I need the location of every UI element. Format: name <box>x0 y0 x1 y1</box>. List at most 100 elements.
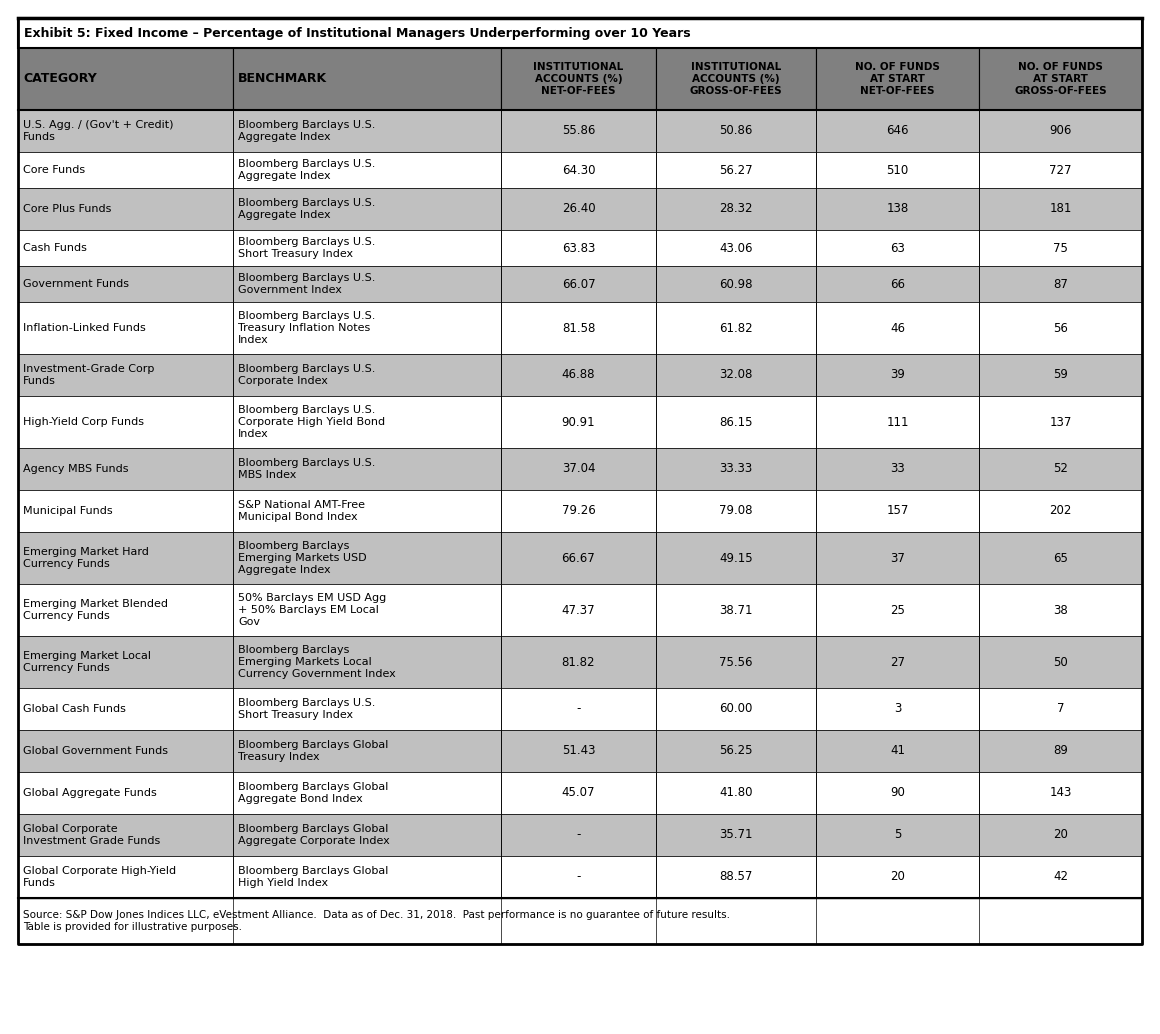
Text: 81.58: 81.58 <box>561 322 595 335</box>
Bar <box>501 814 657 856</box>
Bar <box>19 448 233 490</box>
Bar <box>501 152 657 188</box>
Bar <box>19 396 233 448</box>
Bar <box>19 730 233 772</box>
Text: Bloomberg Barclays Global
Aggregate Bond Index: Bloomberg Barclays Global Aggregate Bond… <box>238 782 389 803</box>
Text: 157: 157 <box>886 505 908 517</box>
Text: 66: 66 <box>890 277 905 291</box>
Bar <box>233 490 501 533</box>
Text: 51.43: 51.43 <box>561 744 595 758</box>
Text: Bloomberg Barclays U.S.
Government Index: Bloomberg Barclays U.S. Government Index <box>238 273 376 295</box>
Text: 37.04: 37.04 <box>561 462 595 476</box>
Bar <box>657 772 815 814</box>
Text: BENCHMARK: BENCHMARK <box>238 72 327 86</box>
Bar <box>979 266 1141 302</box>
Bar <box>979 856 1141 898</box>
Bar <box>233 688 501 730</box>
Bar <box>815 856 979 898</box>
Bar <box>233 48 501 110</box>
Text: Bloomberg Barclays U.S.
Treasury Inflation Notes
Index: Bloomberg Barclays U.S. Treasury Inflati… <box>238 311 376 344</box>
Text: 52: 52 <box>1053 462 1068 476</box>
Bar <box>979 636 1141 688</box>
Text: NO. OF FUNDS
AT START
NET-OF-FEES: NO. OF FUNDS AT START NET-OF-FEES <box>855 62 940 95</box>
Bar <box>233 230 501 266</box>
Bar <box>233 110 501 152</box>
Text: Government Funds: Government Funds <box>23 279 129 288</box>
Text: Bloomberg Barclays U.S.
Short Treasury Index: Bloomberg Barclays U.S. Short Treasury I… <box>238 237 376 258</box>
Bar <box>657 110 815 152</box>
Bar <box>979 688 1141 730</box>
Bar <box>501 230 657 266</box>
Text: Bloomberg Barclays U.S.
MBS Index: Bloomberg Barclays U.S. MBS Index <box>238 458 376 480</box>
Bar <box>501 772 657 814</box>
Bar <box>19 772 233 814</box>
Text: INSTITUTIONAL
ACCOUNTS (%)
GROSS-OF-FEES: INSTITUTIONAL ACCOUNTS (%) GROSS-OF-FEES <box>690 62 782 95</box>
Text: 39: 39 <box>890 368 905 382</box>
Bar <box>501 396 657 448</box>
Text: 63: 63 <box>890 242 905 254</box>
Text: Bloomberg Barclays U.S.
Short Treasury Index: Bloomberg Barclays U.S. Short Treasury I… <box>238 698 376 720</box>
Text: 33: 33 <box>890 462 905 476</box>
Text: 88.57: 88.57 <box>719 871 753 883</box>
Bar <box>657 152 815 188</box>
Bar <box>501 584 657 636</box>
Text: -: - <box>577 871 581 883</box>
Text: Bloomberg Barclays Global
Aggregate Corporate Index: Bloomberg Barclays Global Aggregate Corp… <box>238 824 390 846</box>
Text: 33.33: 33.33 <box>719 462 753 476</box>
Bar <box>815 814 979 856</box>
Text: 20: 20 <box>890 871 905 883</box>
Bar <box>501 110 657 152</box>
Text: 75: 75 <box>1053 242 1068 254</box>
Bar <box>19 18 1141 48</box>
Bar <box>19 266 233 302</box>
Bar <box>233 396 501 448</box>
Bar <box>815 772 979 814</box>
Text: 60.98: 60.98 <box>719 277 753 291</box>
Text: 28.32: 28.32 <box>719 203 753 215</box>
Bar <box>979 48 1141 110</box>
Bar <box>233 266 501 302</box>
Bar <box>657 48 815 110</box>
Text: Emerging Market Blended
Currency Funds: Emerging Market Blended Currency Funds <box>23 599 168 620</box>
Text: 646: 646 <box>886 124 908 138</box>
Text: Municipal Funds: Municipal Funds <box>23 506 113 516</box>
Text: Bloomberg Barclays Global
Treasury Index: Bloomberg Barclays Global Treasury Index <box>238 740 389 762</box>
Bar <box>657 396 815 448</box>
Text: Global Cash Funds: Global Cash Funds <box>23 704 126 714</box>
Text: U.S. Agg. / (Gov't + Credit)
Funds: U.S. Agg. / (Gov't + Credit) Funds <box>23 120 174 142</box>
Bar <box>657 302 815 354</box>
Text: Source: S&P Dow Jones Indices LLC, eVestment Alliance.  Data as of Dec. 31, 2018: Source: S&P Dow Jones Indices LLC, eVest… <box>23 910 730 932</box>
Text: 56: 56 <box>1053 322 1068 335</box>
Bar <box>815 396 979 448</box>
Bar <box>979 188 1141 230</box>
Bar <box>657 856 815 898</box>
Bar <box>501 533 657 584</box>
Bar <box>233 302 501 354</box>
Bar <box>501 856 657 898</box>
Text: Global Aggregate Funds: Global Aggregate Funds <box>23 788 157 798</box>
Bar <box>979 110 1141 152</box>
Bar <box>815 110 979 152</box>
Bar <box>233 856 501 898</box>
Text: Exhibit 5: Fixed Income – Percentage of Institutional Managers Underperforming o: Exhibit 5: Fixed Income – Percentage of … <box>24 27 690 39</box>
Text: 75.56: 75.56 <box>719 656 753 669</box>
Bar <box>19 636 233 688</box>
Bar <box>501 636 657 688</box>
Bar <box>19 302 233 354</box>
Bar <box>19 230 233 266</box>
Bar <box>233 636 501 688</box>
Text: NO. OF FUNDS
AT START
GROSS-OF-FEES: NO. OF FUNDS AT START GROSS-OF-FEES <box>1014 62 1107 95</box>
Text: 46: 46 <box>890 322 905 335</box>
Bar <box>979 230 1141 266</box>
Text: 66.67: 66.67 <box>561 551 595 565</box>
Text: Global Corporate High-Yield
Funds: Global Corporate High-Yield Funds <box>23 866 176 888</box>
Text: 143: 143 <box>1050 787 1072 799</box>
Text: Investment-Grade Corp
Funds: Investment-Grade Corp Funds <box>23 364 154 386</box>
Text: Agency MBS Funds: Agency MBS Funds <box>23 464 129 474</box>
Text: 41.80: 41.80 <box>719 787 753 799</box>
Bar <box>501 490 657 533</box>
Bar <box>979 814 1141 856</box>
Bar <box>657 584 815 636</box>
Bar <box>19 48 233 110</box>
Bar <box>233 772 501 814</box>
